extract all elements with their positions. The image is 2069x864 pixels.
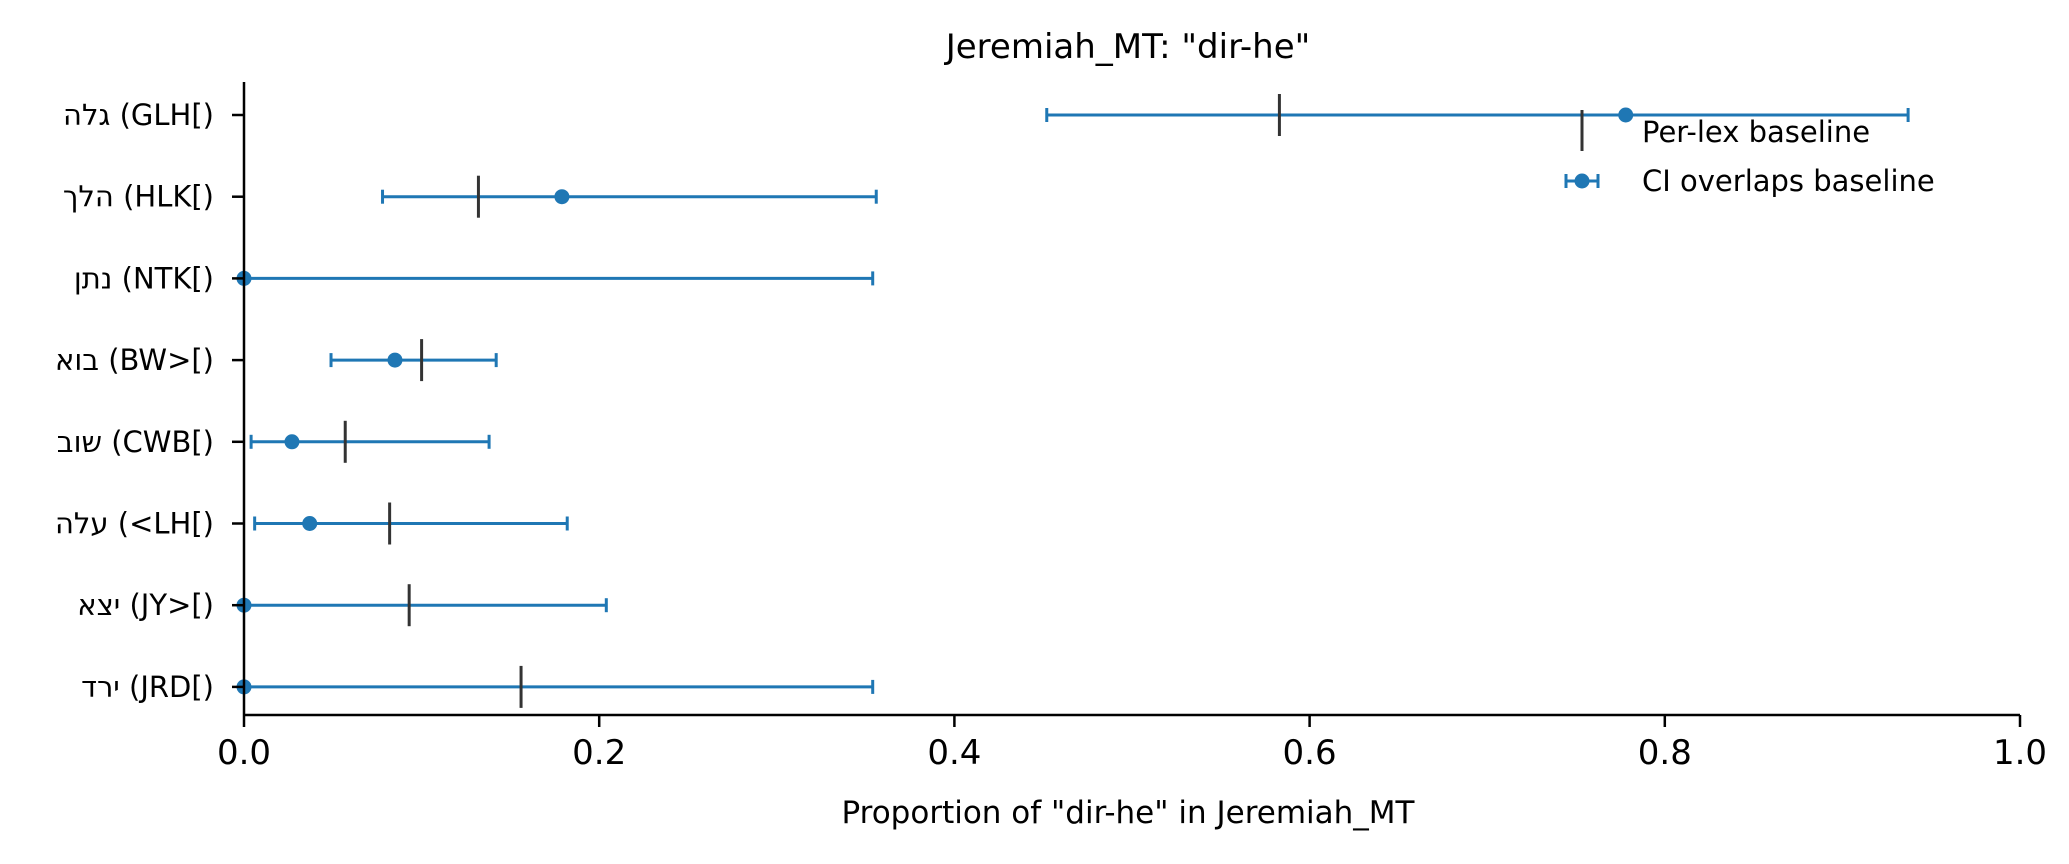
x-tick-label: 1.0	[1993, 733, 2047, 773]
y-tick-label: עלה (<LH[)	[55, 507, 214, 541]
legend-ci-point	[1574, 173, 1590, 189]
y-tick-label: שוב (CWB[)	[57, 425, 214, 459]
y-tick-label: יצא (JY>[)	[77, 588, 214, 622]
y-axis: גלה (GLH[) הלך (HLK[) נתן (NTK[) בוא (BW>[)…	[55, 82, 246, 715]
legend-ci-label: CI overlaps baseline	[1642, 164, 1935, 198]
x-tick-label: 0.2	[572, 733, 626, 773]
x-tick-label: 0.6	[1283, 733, 1337, 773]
proportion-point	[554, 189, 570, 205]
y-tick-label: ירד (JRD[)	[81, 670, 214, 704]
x-tick-label: 0.0	[217, 733, 271, 773]
legend-baseline-label: Per-lex baseline	[1642, 115, 1870, 149]
x-axis: 0.0 0.2 0.4 0.6 0.8 1.0	[217, 713, 2047, 773]
y-tick-label: גלה (GLH[)	[63, 98, 214, 132]
chart-title: Jeremiah_MT: "dir-he"	[944, 27, 1311, 67]
proportion-point	[1618, 107, 1634, 123]
y-tick-label: הלך (HLK[)	[63, 180, 214, 214]
y-tick-label: בוא (BW>[)	[55, 343, 214, 377]
x-tick-label: 0.4	[927, 733, 981, 773]
y-tick-label: נתן (NTK[)	[74, 261, 214, 295]
proportion-point	[284, 434, 300, 450]
x-axis-label: Proportion of "dir-he" in Jeremiah_MT	[842, 795, 1416, 831]
x-tick-label: 0.8	[1638, 733, 1692, 773]
proportion-point	[302, 516, 318, 531]
legend: Per-lex baseline CI overlaps baseline	[1564, 110, 1935, 198]
proportion-point	[387, 352, 403, 368]
